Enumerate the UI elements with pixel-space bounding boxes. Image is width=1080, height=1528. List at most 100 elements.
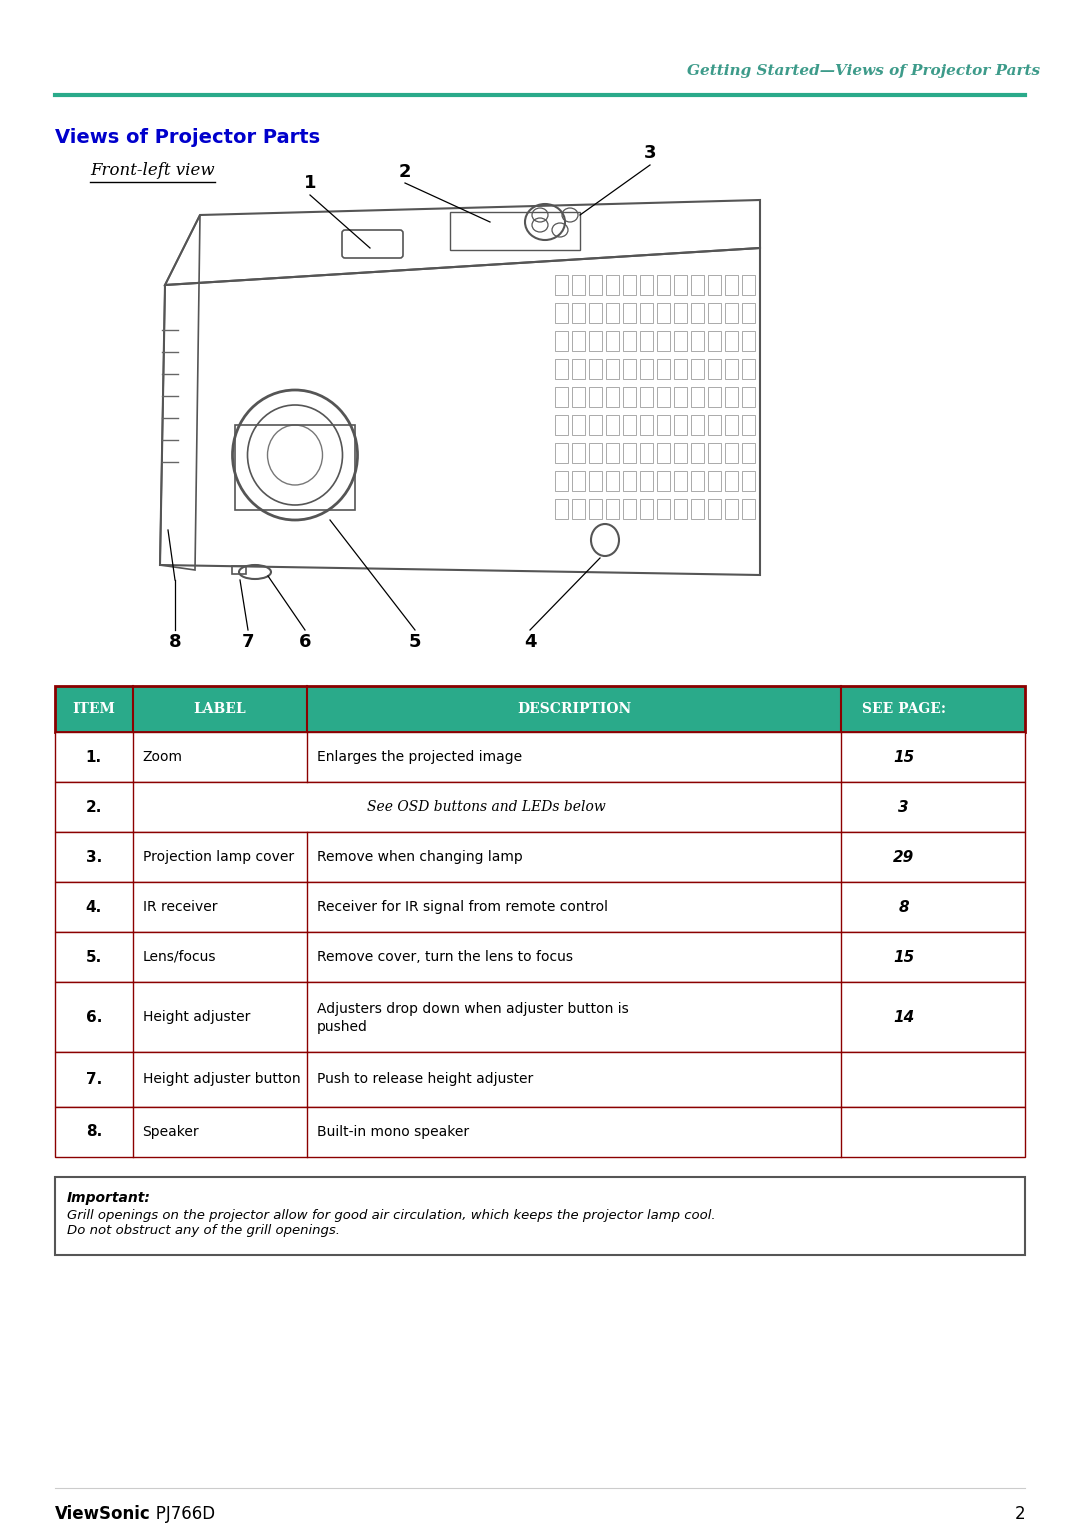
- Text: 3: 3: [899, 799, 909, 814]
- Bar: [623, 500, 636, 520]
- Text: 6: 6: [299, 633, 311, 651]
- Bar: [572, 275, 585, 295]
- Bar: [674, 416, 687, 435]
- Bar: [623, 416, 636, 435]
- Text: 15: 15: [893, 949, 915, 964]
- Bar: [589, 359, 602, 379]
- Text: 2.: 2.: [85, 799, 102, 814]
- Bar: [691, 387, 704, 406]
- Text: 15: 15: [893, 750, 915, 764]
- Bar: [657, 275, 670, 295]
- Text: 4.: 4.: [85, 900, 102, 914]
- Text: Remove cover, turn the lens to focus: Remove cover, turn the lens to focus: [318, 950, 573, 964]
- Text: Height adjuster: Height adjuster: [143, 1010, 249, 1024]
- Bar: [232, 565, 246, 575]
- Bar: [640, 332, 653, 351]
- Bar: [555, 332, 568, 351]
- Bar: [742, 303, 755, 322]
- Bar: [708, 275, 721, 295]
- Bar: [623, 443, 636, 463]
- Bar: [572, 416, 585, 435]
- Text: SEE PAGE:: SEE PAGE:: [862, 701, 946, 717]
- Bar: [623, 303, 636, 322]
- Bar: [691, 471, 704, 490]
- Text: 6.: 6.: [85, 1010, 102, 1024]
- Bar: [623, 471, 636, 490]
- Bar: [589, 500, 602, 520]
- Bar: [589, 275, 602, 295]
- Bar: [555, 359, 568, 379]
- Text: Remove when changing lamp: Remove when changing lamp: [318, 850, 523, 863]
- Bar: [742, 500, 755, 520]
- Bar: [742, 332, 755, 351]
- Bar: [589, 387, 602, 406]
- Bar: [742, 387, 755, 406]
- Bar: [725, 332, 738, 351]
- Text: pushed: pushed: [318, 1021, 368, 1034]
- Bar: [589, 471, 602, 490]
- Bar: [572, 359, 585, 379]
- Bar: [691, 303, 704, 322]
- Bar: [606, 275, 619, 295]
- Bar: [708, 387, 721, 406]
- Bar: [572, 471, 585, 490]
- Bar: [725, 500, 738, 520]
- Text: Views of Projector Parts: Views of Projector Parts: [55, 128, 320, 147]
- Bar: [55, 932, 1025, 983]
- Bar: [725, 387, 738, 406]
- Bar: [657, 359, 670, 379]
- Bar: [725, 303, 738, 322]
- Bar: [725, 359, 738, 379]
- Bar: [235, 425, 355, 510]
- Bar: [708, 443, 721, 463]
- Bar: [589, 416, 602, 435]
- Bar: [589, 303, 602, 322]
- Bar: [708, 303, 721, 322]
- Bar: [623, 275, 636, 295]
- Bar: [742, 275, 755, 295]
- Text: Adjusters drop down when adjuster button is: Adjusters drop down when adjuster button…: [318, 1002, 629, 1016]
- Bar: [572, 332, 585, 351]
- Bar: [606, 332, 619, 351]
- Text: 5: 5: [408, 633, 421, 651]
- Bar: [606, 359, 619, 379]
- Text: 2: 2: [1014, 1505, 1025, 1523]
- Bar: [606, 416, 619, 435]
- Text: LABEL: LABEL: [193, 701, 246, 717]
- Bar: [725, 416, 738, 435]
- Bar: [589, 332, 602, 351]
- Text: 8.: 8.: [85, 1125, 102, 1140]
- Bar: [657, 443, 670, 463]
- Bar: [623, 359, 636, 379]
- Bar: [674, 500, 687, 520]
- Bar: [742, 359, 755, 379]
- Bar: [657, 303, 670, 322]
- Text: 3.: 3.: [85, 850, 102, 865]
- Text: 29: 29: [893, 850, 915, 865]
- Text: PJ766D: PJ766D: [140, 1505, 215, 1523]
- Bar: [708, 332, 721, 351]
- Text: 3: 3: [644, 144, 657, 162]
- Bar: [55, 782, 1025, 833]
- Bar: [674, 332, 687, 351]
- Bar: [572, 303, 585, 322]
- Bar: [708, 471, 721, 490]
- Bar: [623, 332, 636, 351]
- Bar: [657, 387, 670, 406]
- Text: Projection lamp cover: Projection lamp cover: [143, 850, 294, 863]
- Text: 4: 4: [524, 633, 537, 651]
- Text: ViewSonic: ViewSonic: [55, 1505, 151, 1523]
- Text: Push to release height adjuster: Push to release height adjuster: [318, 1073, 534, 1086]
- Text: Enlarges the projected image: Enlarges the projected image: [318, 750, 523, 764]
- Bar: [691, 443, 704, 463]
- Bar: [742, 471, 755, 490]
- Text: Receiver for IR signal from remote control: Receiver for IR signal from remote contr…: [318, 900, 608, 914]
- Bar: [674, 275, 687, 295]
- Text: 7: 7: [242, 633, 254, 651]
- Bar: [55, 1051, 1025, 1106]
- Bar: [450, 212, 580, 251]
- Bar: [555, 275, 568, 295]
- Bar: [725, 443, 738, 463]
- Text: ITEM: ITEM: [72, 701, 116, 717]
- Text: Built-in mono speaker: Built-in mono speaker: [318, 1125, 470, 1138]
